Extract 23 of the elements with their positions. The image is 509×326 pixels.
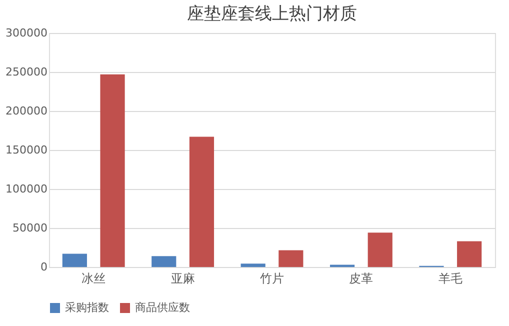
bar [368, 232, 392, 267]
legend-label: 采购指数 [65, 301, 109, 314]
x-tick-label: 羊毛 [438, 272, 462, 286]
x-tick-label: 亚麻 [170, 272, 195, 286]
chart-title: 座垫座套线上热门材质 [187, 4, 357, 24]
y-tick-label: 50000 [12, 222, 48, 234]
x-tick-label: 竹片 [260, 272, 284, 286]
legend-label: 商品供应数 [135, 301, 190, 314]
bar [189, 136, 214, 267]
y-tick-label: 100000 [6, 182, 48, 196]
x-tick-label: 皮革 [349, 272, 374, 286]
y-tick-label: 200000 [6, 104, 48, 118]
y-tick-label: 250000 [6, 66, 48, 78]
bar [100, 74, 125, 267]
bar [457, 241, 482, 267]
y-tick-label: 0 [40, 260, 48, 274]
bar [62, 254, 87, 267]
bar [240, 264, 266, 267]
x-tick-label: 冰丝 [82, 272, 106, 286]
bar [152, 256, 176, 267]
bar [278, 250, 304, 267]
y-tick-label: 150000 [6, 144, 48, 156]
y-tick-label: 300000 [6, 26, 48, 40]
